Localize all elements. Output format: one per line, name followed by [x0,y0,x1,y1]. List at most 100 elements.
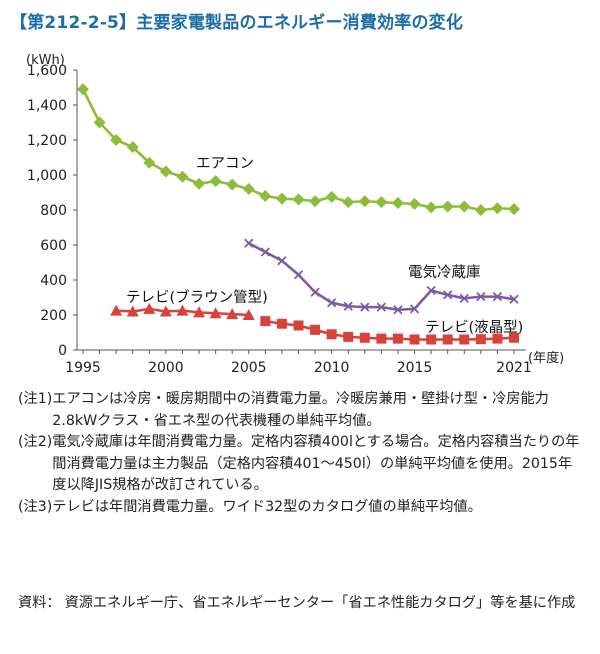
data-point-x-stroke [260,247,270,257]
data-point-square [475,334,486,345]
data-point-diamond [474,204,487,216]
data-point-diamond [226,178,239,191]
data-point-triangle [242,309,255,320]
data-point-diamond [309,195,322,208]
data-point-x-stroke [244,238,254,248]
data-point-diamond [358,195,371,208]
chart-source: 資料： 資源エネルギー庁、省エネルギーセンター「省エネ性能カタログ」等を基に作成 [18,593,584,615]
data-point-diamond [176,170,189,183]
y-tick-label: 600 [40,238,67,254]
data-point-x-stroke [360,302,370,312]
data-point-diamond [458,200,471,213]
data-point-triangle [226,308,239,320]
note-text: エアコンは冷房・暖房期間中の消費電力量。冷暖房兼用・壁掛け型・冷房能力2.8kW… [52,391,549,429]
data-point-triangle [176,304,189,316]
data-point-x-stroke [509,294,519,304]
series-line [265,319,515,341]
data-point-square [442,334,453,345]
y-tick-label: 800 [40,203,67,219]
x-tick-label: 2021 [496,360,532,376]
x-tick-label: 2015 [397,360,433,376]
data-point-x [476,291,486,302]
data-point-diamond [342,196,355,209]
data-point-x-stroke [459,293,469,304]
data-point-x-stroke [277,256,287,266]
y-tick-label: 1,400 [27,98,67,114]
x-tick-label: 2000 [148,360,184,376]
data-point-diamond [391,197,404,209]
series-label: 電気冷蔵庫 [408,264,481,281]
data-point-x [343,301,353,311]
x-tick-label: 2010 [314,360,350,376]
data-point-diamond [126,141,139,153]
x-axis-unit-label: (年度) [528,350,564,366]
data-point-diamond [425,201,438,214]
data-point-x-stroke [476,291,486,302]
y-tick-label: 1,600 [27,63,67,79]
data-point-x [376,302,387,312]
y-tick-label: 200 [40,308,67,324]
data-point-diamond [292,193,305,206]
data-point-x-stroke [393,305,403,315]
data-point-square [409,334,420,345]
note-label: (注2) [18,434,53,450]
data-point-square [359,332,370,343]
data-point-x-stroke [293,270,304,280]
note-text: 電気冷蔵庫は年間消費電力量。定格内容積400lとする場合。定格内容積当たりの年間… [52,434,580,493]
data-point-x [509,294,519,304]
series-1 [244,238,519,315]
data-point-x [492,291,503,302]
series-label: テレビ(ブラウン管型) [126,288,268,306]
data-point-triangle [193,306,206,318]
y-tick-label: 400 [40,273,67,289]
data-point-square [426,334,437,345]
data-point-x-stroke [443,290,453,300]
data-point-x-stroke [409,304,420,314]
series-3 [260,316,519,345]
data-point-x-stroke [376,302,387,312]
source-label: 資料： [18,595,61,611]
data-point-diamond [275,192,288,205]
data-point-x [443,290,453,300]
data-point-triangle [126,305,139,317]
data-point-x [459,293,469,304]
data-point-diamond [441,200,454,213]
data-point-square [392,333,403,344]
data-point-diamond [491,202,504,215]
x-tick-label: 2005 [231,360,267,376]
data-point-diamond [242,183,255,195]
chart-axes: 0 200 400 600 800 1,000 1,200 1,400 1,600(kWh) 19… [26,53,564,376]
data-point-square [459,334,470,345]
data-point-x [393,305,403,315]
data-point-triangle [143,302,156,314]
data-point-triangle [209,307,222,319]
data-point-diamond [143,156,156,169]
data-point-diamond [508,203,520,216]
data-point-x-stroke [426,285,436,296]
data-point-x-stroke [327,298,337,308]
data-point-diamond [93,116,106,129]
series-0 [77,83,520,216]
data-point-diamond [193,177,206,190]
data-point-diamond [159,165,172,178]
data-point-diamond [325,190,338,203]
note-2: (注2) 電気冷蔵庫は年間消費電力量。定格内容積400lとする場合。定格内容積当た… [18,432,584,497]
data-point-x-stroke [492,291,503,302]
note-label: (注3) [18,498,53,515]
data-point-x [277,256,287,266]
chart-series-layer [77,83,520,345]
data-point-square [343,331,354,342]
data-point-square [509,332,519,343]
data-point-diamond [110,134,123,146]
data-point-triangle [110,304,123,316]
line-chart: 0 200 400 600 800 1,000 1,200 1,400 1,600(kWh) 19… [26,53,564,376]
data-point-diamond [408,197,421,210]
y-tick-label: 0 [58,343,67,359]
data-point-square [260,316,271,327]
data-point-diamond [77,83,89,96]
note-1: (注1) エアコンは冷房・暖房期間中の消費電力量。冷暖房兼用・壁掛け型・冷房能力2… [18,389,584,432]
data-point-square [293,320,304,331]
y-axis-unit-label: (kWh) [26,53,65,68]
data-point-square [376,333,387,344]
